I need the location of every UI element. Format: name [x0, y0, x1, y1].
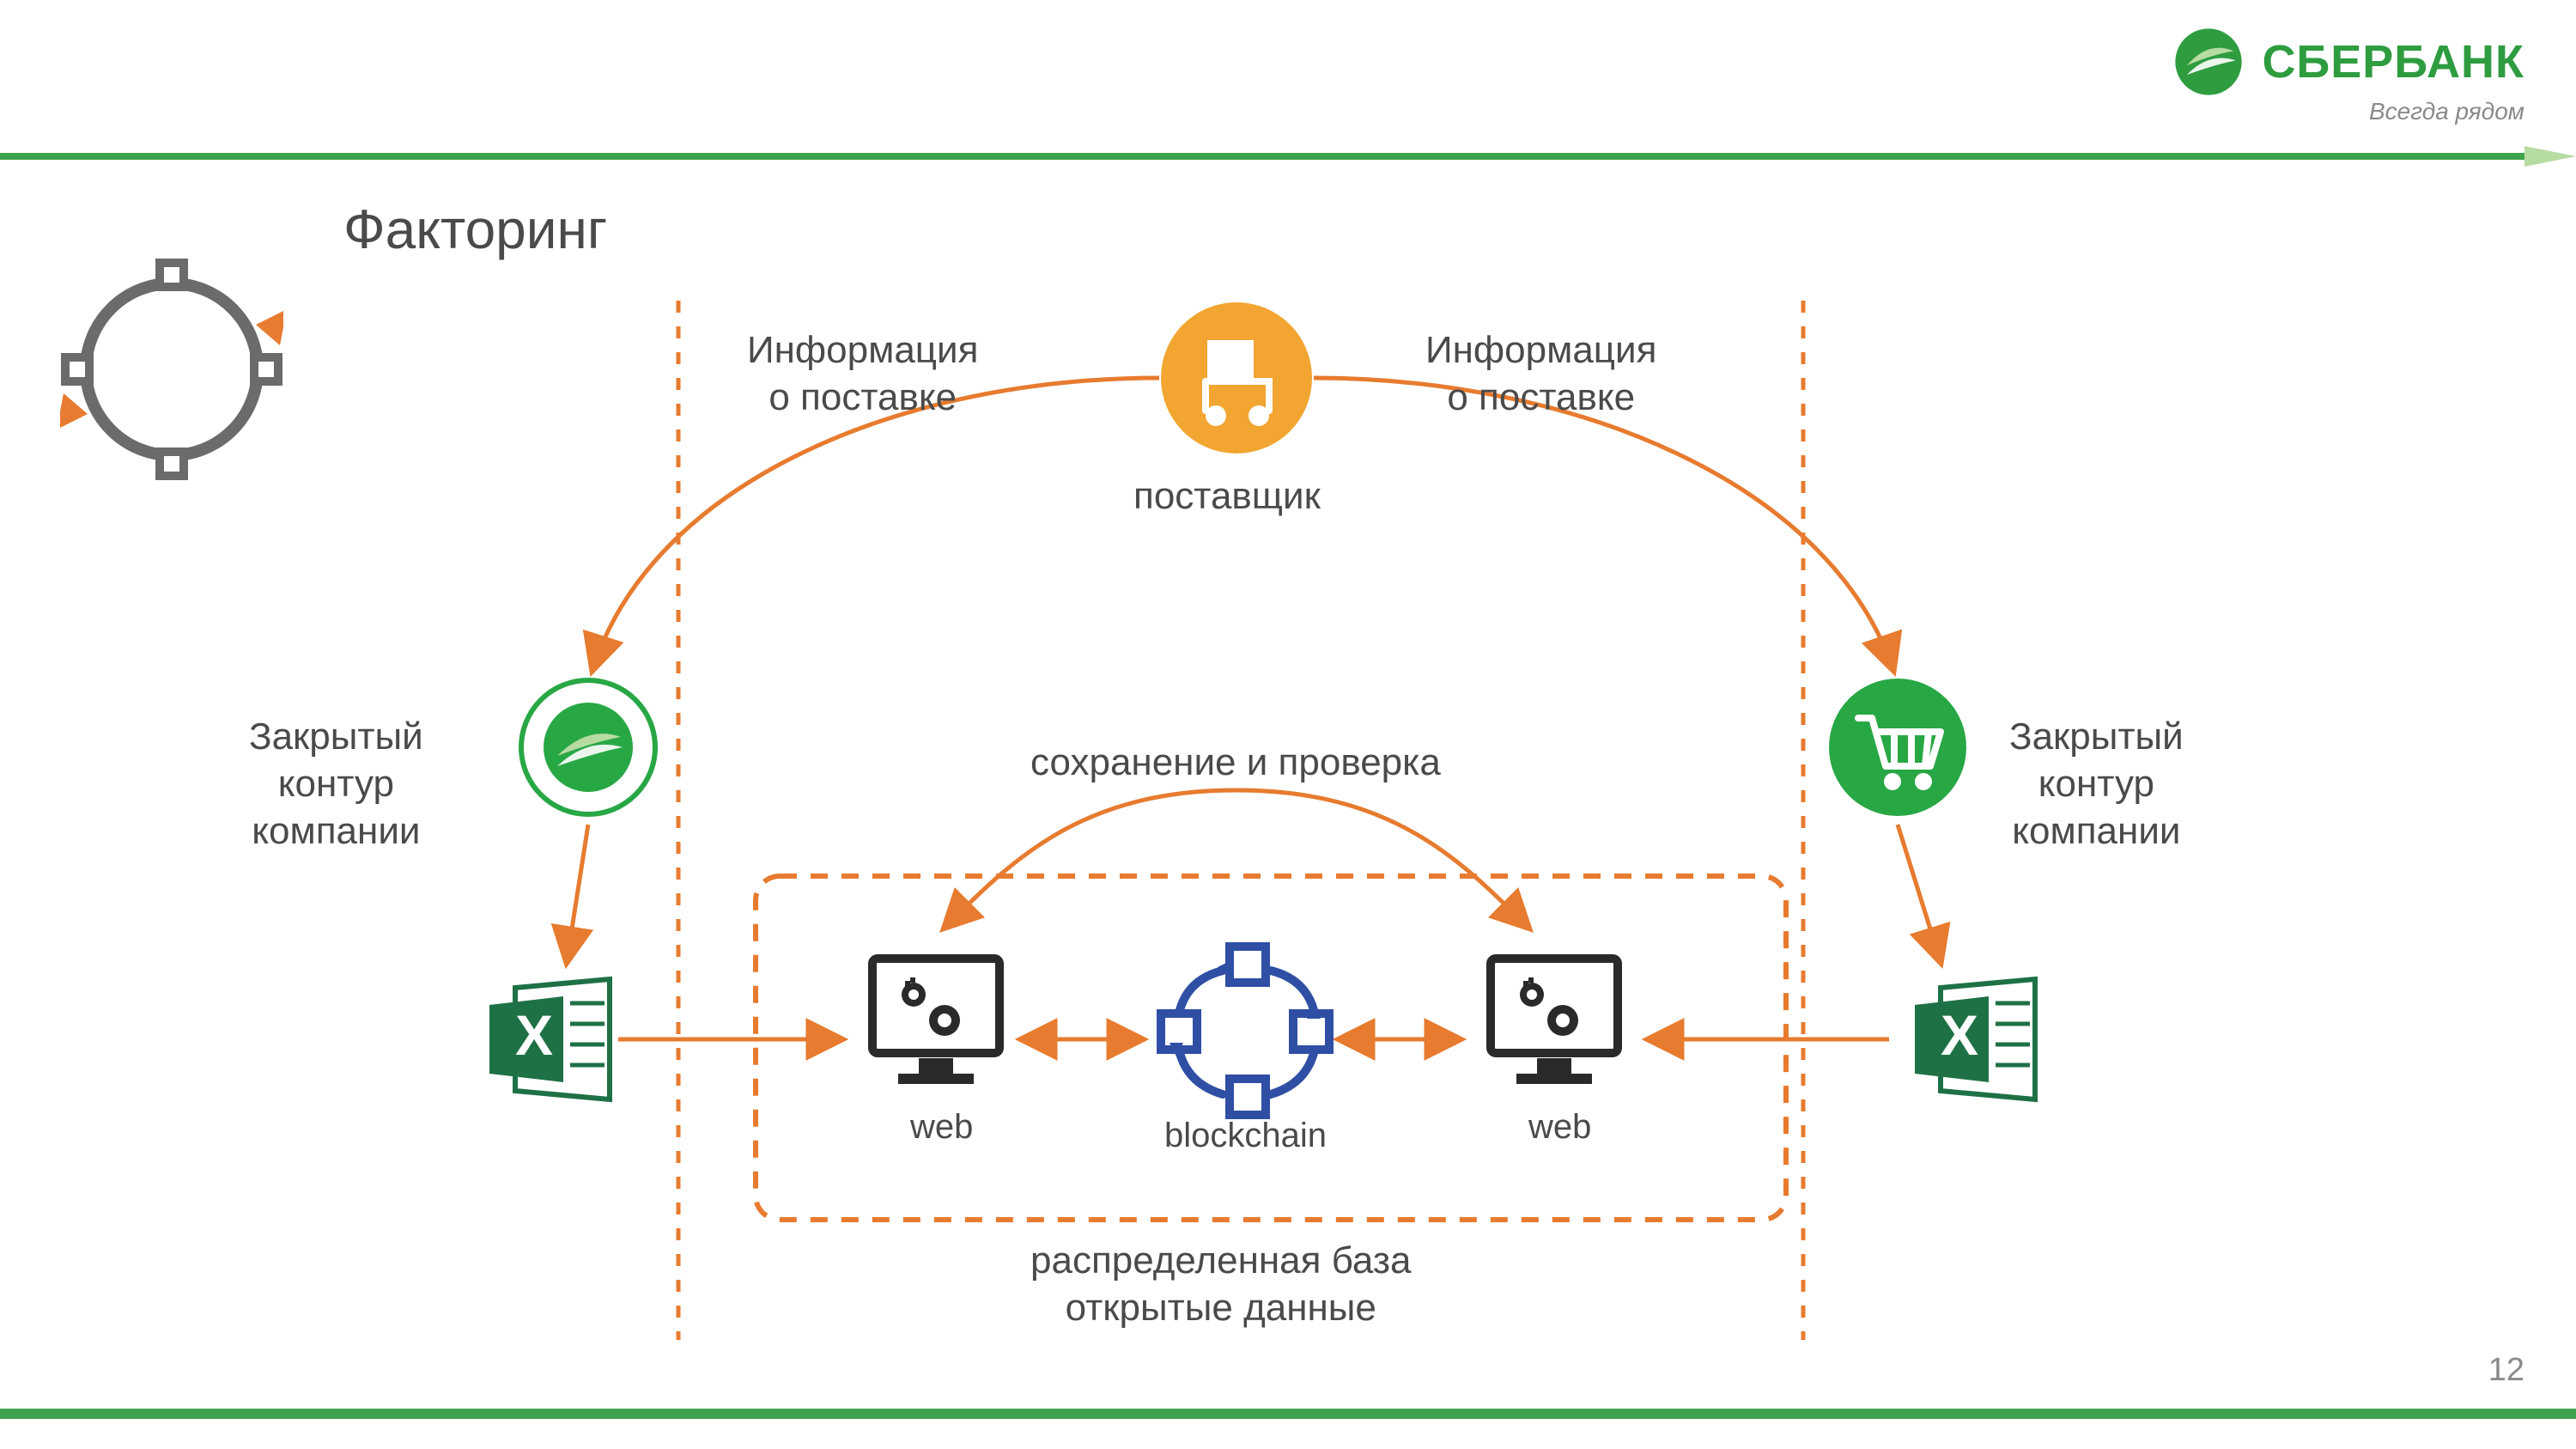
slide-root: СБЕРБАНК Всегда рядом 12 Факторинг [0, 0, 2576, 1449]
svg-text:X: X [515, 1003, 553, 1067]
web-right-icon [1477, 945, 1631, 1099]
web-left-icon [859, 945, 1013, 1099]
excel-left-icon: X [481, 971, 627, 1108]
arrow-bank-excel [567, 825, 588, 962]
blockchain-label: blockchain [1164, 1117, 1327, 1155]
svg-text:X: X [1941, 1003, 1978, 1067]
bank-side-label: Закрытый контур компании [249, 713, 423, 855]
web-left-label: web [910, 1108, 973, 1147]
info-left-label: Информация о поставке [747, 326, 978, 421]
info-right-label: Информация о поставке [1425, 326, 1656, 421]
buyer-icon [1827, 677, 1968, 818]
arrow-buyer-excel [1898, 825, 1941, 962]
supplier-label: поставщик [1133, 472, 1321, 520]
save-check-label: сохранение и проверка [1030, 739, 1441, 786]
excel-right-icon: X [1906, 971, 2052, 1108]
supplier-icon [1159, 301, 1314, 455]
bank-icon [518, 677, 659, 818]
dist-base-label: распределенная база открытые данные [1030, 1237, 1412, 1331]
curve-check-right [1236, 790, 1528, 928]
web-right-label: web [1528, 1108, 1591, 1147]
blockchain-icon [1151, 936, 1340, 1125]
buyer-side-label: Закрытый контур компании [2009, 713, 2184, 855]
arc-supplier-to-bank [592, 378, 1159, 670]
curve-check-left [945, 790, 1236, 928]
arc-supplier-to-buyer [1314, 378, 1893, 670]
